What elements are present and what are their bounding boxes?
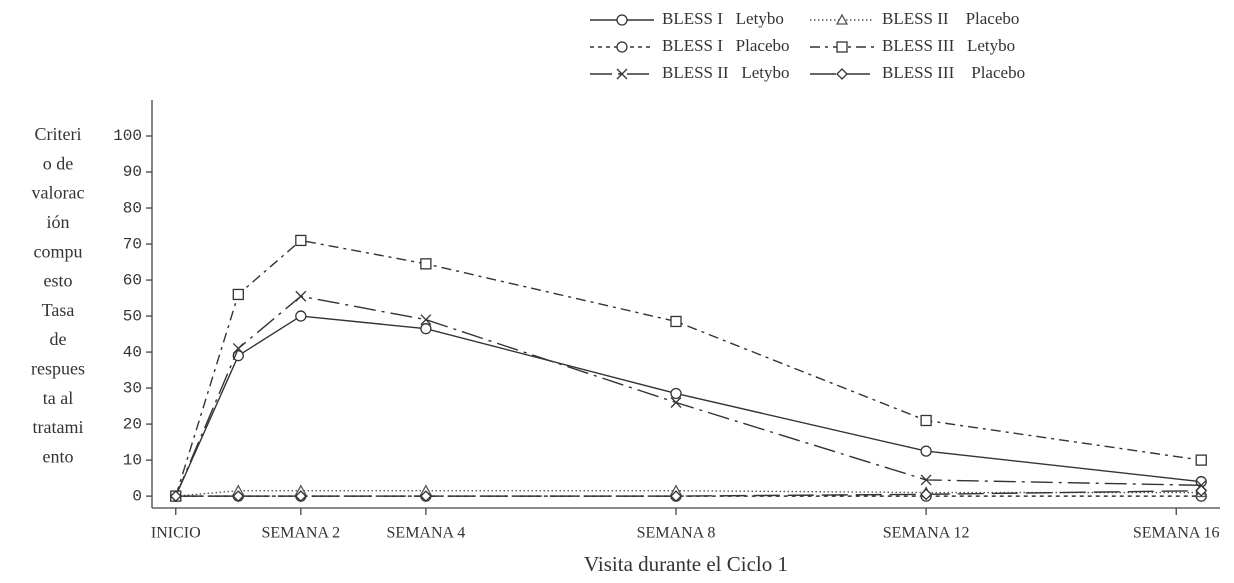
y-axis-title: esto [44, 271, 73, 291]
legend-label: BLESS I Letybo [662, 9, 784, 28]
data-point [420, 314, 432, 326]
data-point [294, 490, 307, 503]
data-point [295, 310, 307, 322]
y-axis-title: compu [34, 241, 83, 261]
x-tick-label: SEMANA 8 [637, 525, 716, 542]
data-point [420, 258, 432, 270]
data-point [232, 490, 245, 503]
x-axis-title: Visita durante el Ciclo 1 [584, 552, 788, 576]
y-axis-title: Tasa [42, 300, 75, 320]
y-tick-label: 30 [123, 379, 142, 397]
y-axis-title: o de [43, 153, 74, 173]
x-tick-label: SEMANA 16 [1133, 525, 1220, 542]
x-tick-label: SEMANA 12 [883, 525, 970, 542]
y-axis-title: ento [43, 446, 74, 466]
legend-marker [616, 68, 628, 80]
y-tick-label: 100 [113, 127, 142, 145]
y-axis-title: de [50, 329, 67, 349]
y-tick-label: 90 [123, 163, 142, 181]
data-point [232, 343, 244, 354]
y-axis-title: ta al [43, 388, 73, 408]
legend-marker [836, 41, 848, 53]
y-tick-label: 0 [132, 487, 142, 505]
data-point [1195, 484, 1208, 497]
y-tick-label: 60 [123, 271, 142, 289]
series-line [175, 490, 1202, 497]
legend-marker [616, 41, 628, 53]
y-tick-label: 70 [123, 235, 142, 253]
y-tick-label: 80 [123, 199, 142, 217]
y-axis-title: valorac [32, 183, 85, 203]
data-point [420, 323, 432, 335]
x-tick-label: SEMANA 4 [387, 525, 466, 542]
x-tick-label: INICIO [151, 525, 201, 542]
y-tick-label: 20 [123, 415, 142, 433]
data-point [419, 490, 432, 503]
data-point [670, 315, 682, 328]
data-point [295, 290, 307, 302]
y-axis-title: respues [31, 359, 85, 379]
data-point [232, 288, 244, 301]
series-line [175, 239, 1202, 497]
data-point [670, 397, 682, 408]
y-tick-label: 50 [123, 307, 142, 325]
legend-label: BLESS II Letybo [662, 63, 790, 82]
data-point [169, 490, 182, 503]
data-point [1195, 454, 1207, 466]
data-point [670, 387, 682, 400]
data-point [920, 445, 932, 457]
legend-label: BLESS III Letybo [882, 36, 1015, 55]
data-point [920, 414, 932, 427]
legend-label: BLESS II Placebo [882, 9, 1019, 28]
y-axis-title: tratami [33, 417, 84, 437]
y-tick-label: 10 [123, 451, 142, 469]
data-point [670, 490, 682, 503]
y-axis-title: Criteri [35, 124, 82, 144]
legend-marker [616, 14, 628, 26]
data-point [920, 488, 933, 501]
legend-label: BLESS I Placebo [662, 36, 790, 55]
y-axis-title: ión [46, 212, 69, 232]
x-tick-label: SEMANA 2 [261, 525, 340, 542]
legend-marker [836, 68, 848, 80]
data-point [920, 474, 932, 486]
legend-marker [835, 13, 849, 25]
y-tick-label: 40 [123, 343, 142, 361]
legend-label: BLESS III Placebo [882, 63, 1025, 82]
data-point [295, 234, 307, 247]
